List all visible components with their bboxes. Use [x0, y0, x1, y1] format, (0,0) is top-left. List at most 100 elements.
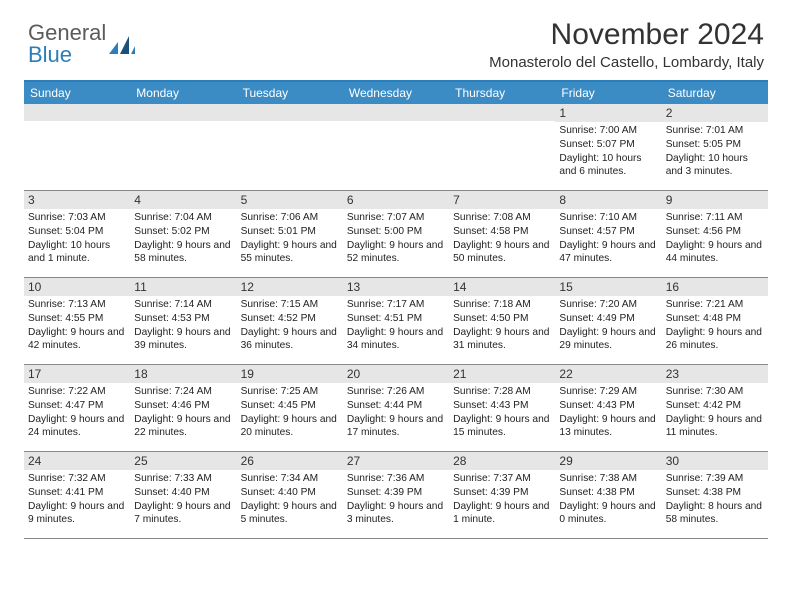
sunset-text: Sunset: 4:55 PM [28, 312, 126, 326]
day-cell: 18 Sunrise: 7:24 AMSunset: 4:46 PMDayligh… [130, 365, 236, 451]
sunset-text: Sunset: 4:53 PM [134, 312, 232, 326]
daylight-text: Daylight: 9 hours and 52 minutes. [347, 239, 445, 267]
daylight-text: Daylight: 9 hours and 22 minutes. [134, 413, 232, 441]
sunrise-text: Sunrise: 7:24 AM [134, 385, 232, 399]
sunset-text: Sunset: 4:44 PM [347, 399, 445, 413]
day-info: Sunrise: 7:30 AMSunset: 4:42 PMDaylight:… [666, 385, 764, 440]
day-info: Sunrise: 7:06 AMSunset: 5:01 PMDaylight:… [241, 211, 339, 266]
day-cell [343, 104, 449, 190]
day-cell: 11 Sunrise: 7:14 AMSunset: 4:53 PMDayligh… [130, 278, 236, 364]
sunset-text: Sunset: 4:39 PM [347, 486, 445, 500]
day-number: 15 [555, 278, 661, 296]
sunset-text: Sunset: 5:00 PM [347, 225, 445, 239]
day-number: 28 [449, 452, 555, 470]
weekday-header: Friday [555, 82, 661, 104]
sunrise-text: Sunrise: 7:36 AM [347, 472, 445, 486]
day-number-empty [449, 104, 555, 121]
daylight-text: Daylight: 9 hours and 39 minutes. [134, 326, 232, 354]
day-cell: 1Sunrise: 7:00 AMSunset: 5:07 PMDaylight… [555, 104, 661, 190]
sunrise-text: Sunrise: 7:07 AM [347, 211, 445, 225]
day-number: 24 [24, 452, 130, 470]
daylight-text: Daylight: 9 hours and 17 minutes. [347, 413, 445, 441]
day-cell: 21Sunrise: 7:28 AMSunset: 4:43 PMDayligh… [449, 365, 555, 451]
day-cell: 8Sunrise: 7:10 AMSunset: 4:57 PMDaylight… [555, 191, 661, 277]
day-number: 20 [343, 365, 449, 383]
day-info: Sunrise: 7:32 AMSunset: 4:41 PMDaylight:… [28, 472, 126, 527]
day-info: Sunrise: 7:18 AMSunset: 4:50 PMDaylight:… [453, 298, 551, 353]
daylight-text: Daylight: 9 hours and 44 minutes. [666, 239, 764, 267]
day-cell: 2 Sunrise: 7:01 AMSunset: 5:05 PMDaylight… [662, 104, 768, 190]
week-row: 10 Sunrise: 7:13 AMSunset: 4:55 PM Dayligh… [24, 278, 768, 365]
sunset-text: Sunset: 4:43 PM [453, 399, 551, 413]
daylight-text: Daylight: 9 hours and 3 minutes. [347, 500, 445, 528]
day-info: Sunrise: 7:24 AMSunset: 4:46 PMDaylight:… [134, 385, 232, 440]
sunrise-text: Sunrise: 7:25 AM [241, 385, 339, 399]
week-row: 3Sunrise: 7:03 AMSunset: 5:04 PMDaylight… [24, 191, 768, 278]
day-info: Sunrise: 7:01 AMSunset: 5:05 PMDaylight:… [666, 124, 764, 179]
day-info: Sunrise: 7:17 AMSunset: 4:51 PMDaylight:… [347, 298, 445, 353]
sunset-text: Sunset: 4:38 PM [666, 486, 764, 500]
daylight-text: Daylight: 10 hours and 1 minute. [28, 239, 126, 267]
day-info: Sunrise: 7:21 AMSunset: 4:48 PMDaylight:… [666, 298, 764, 353]
day-number-empty [130, 104, 236, 121]
day-number-empty [343, 104, 449, 121]
day-number: 16 [662, 278, 768, 296]
sunrise-text: Sunrise: 7:33 AM [134, 472, 232, 486]
week-row: 17Sunrise: 7:22 AMSunset: 4:47 PMDayligh… [24, 365, 768, 452]
day-info: Sunrise: 7:37 AMSunset: 4:39 PMDaylight:… [453, 472, 551, 527]
sunrise-text: Sunrise: 7:14 AM [134, 298, 232, 312]
sunset-text: Sunset: 5:07 PM [559, 138, 657, 152]
day-cell: 19Sunrise: 7:25 AMSunset: 4:45 PMDayligh… [237, 365, 343, 451]
day-info: Sunrise: 7:14 AMSunset: 4:53 PMDaylight:… [134, 298, 232, 353]
sunset-text: Sunset: 4:52 PM [241, 312, 339, 326]
sunset-text: Sunset: 4:40 PM [134, 486, 232, 500]
day-info: Sunrise: 7:33 AMSunset: 4:40 PMDaylight:… [134, 472, 232, 527]
sunset-text: Sunset: 4:57 PM [559, 225, 657, 239]
daylight-text: Daylight: 9 hours and 50 minutes. [453, 239, 551, 267]
day-cell: 14Sunrise: 7:18 AMSunset: 4:50 PMDayligh… [449, 278, 555, 364]
day-info: Sunrise: 7:04 AMSunset: 5:02 PMDaylight:… [134, 211, 232, 266]
day-cell [449, 104, 555, 190]
day-number: 9 [662, 191, 768, 209]
weekday-header: Wednesday [343, 82, 449, 104]
day-number: 2 [662, 104, 768, 122]
sunset-text: Sunset: 5:04 PM [28, 225, 126, 239]
day-info: Sunrise: 7:03 AMSunset: 5:04 PMDaylight:… [28, 211, 126, 266]
day-cell: 22Sunrise: 7:29 AMSunset: 4:43 PMDayligh… [555, 365, 661, 451]
day-number: 10 [24, 278, 130, 296]
day-number: 13 [343, 278, 449, 296]
sunrise-text: Sunrise: 7:13 AM [28, 298, 126, 312]
brand-logo: General Blue [28, 20, 135, 68]
daylight-text: Daylight: 9 hours and 7 minutes. [134, 500, 232, 528]
weekday-header: Sunday [24, 82, 130, 104]
day-number: 21 [449, 365, 555, 383]
day-cell: 24 Sunrise: 7:32 AMSunset: 4:41 PMDayligh… [24, 452, 130, 538]
sunset-text: Sunset: 4:41 PM [28, 486, 126, 500]
day-cell: 10Sunrise: 7:13 AMSunset: 4:55 PMDayligh… [24, 278, 130, 364]
sunset-text: Sunset: 4:56 PM [666, 225, 764, 239]
daylight-text: Daylight: 9 hours and 34 minutes. [347, 326, 445, 354]
sunrise-text: Sunrise: 7:00 AM [559, 124, 657, 138]
day-number: 11 [130, 278, 236, 296]
calendar-grid: Sunday Monday Tuesday Wednesday Thursday… [24, 80, 768, 539]
day-number: 19 [237, 365, 343, 383]
day-cell: 17Sunrise: 7:22 AMSunset: 4:47 PMDayligh… [24, 365, 130, 451]
day-info: Sunrise: 7:29 AMSunset: 4:43 PMDaylight:… [559, 385, 657, 440]
sunrise-text: Sunrise: 7:08 AM [453, 211, 551, 225]
daylight-text: Daylight: 9 hours and 47 minutes. [559, 239, 657, 267]
day-cell: 15Sunrise: 7:20 AMSunset: 4:49 PMDayligh… [555, 278, 661, 364]
day-info: Sunrise: 7:15 AMSunset: 4:52 PMDaylight:… [241, 298, 339, 353]
day-cell: 23 Sunrise: 7:30 AMSunset: 4:42 PMDayligh… [662, 365, 768, 451]
location-subtitle: Monasterolo del Castello, Lombardy, Ital… [489, 54, 764, 71]
daylight-text: Daylight: 9 hours and 26 minutes. [666, 326, 764, 354]
day-info: Sunrise: 7:08 AMSunset: 4:58 PMDaylight:… [453, 211, 551, 266]
daylight-text: Daylight: 9 hours and 0 minutes. [559, 500, 657, 528]
day-cell: 3Sunrise: 7:03 AMSunset: 5:04 PMDaylight… [24, 191, 130, 277]
sunrise-text: Sunrise: 7:39 AM [666, 472, 764, 486]
daylight-text: Daylight: 9 hours and 58 minutes. [134, 239, 232, 267]
day-number: 18 [130, 365, 236, 383]
sunrise-text: Sunrise: 7:34 AM [241, 472, 339, 486]
daylight-text: Daylight: 9 hours and 20 minutes. [241, 413, 339, 441]
daylight-text: Daylight: 9 hours and 11 minutes. [666, 413, 764, 441]
day-number: 23 [662, 365, 768, 383]
